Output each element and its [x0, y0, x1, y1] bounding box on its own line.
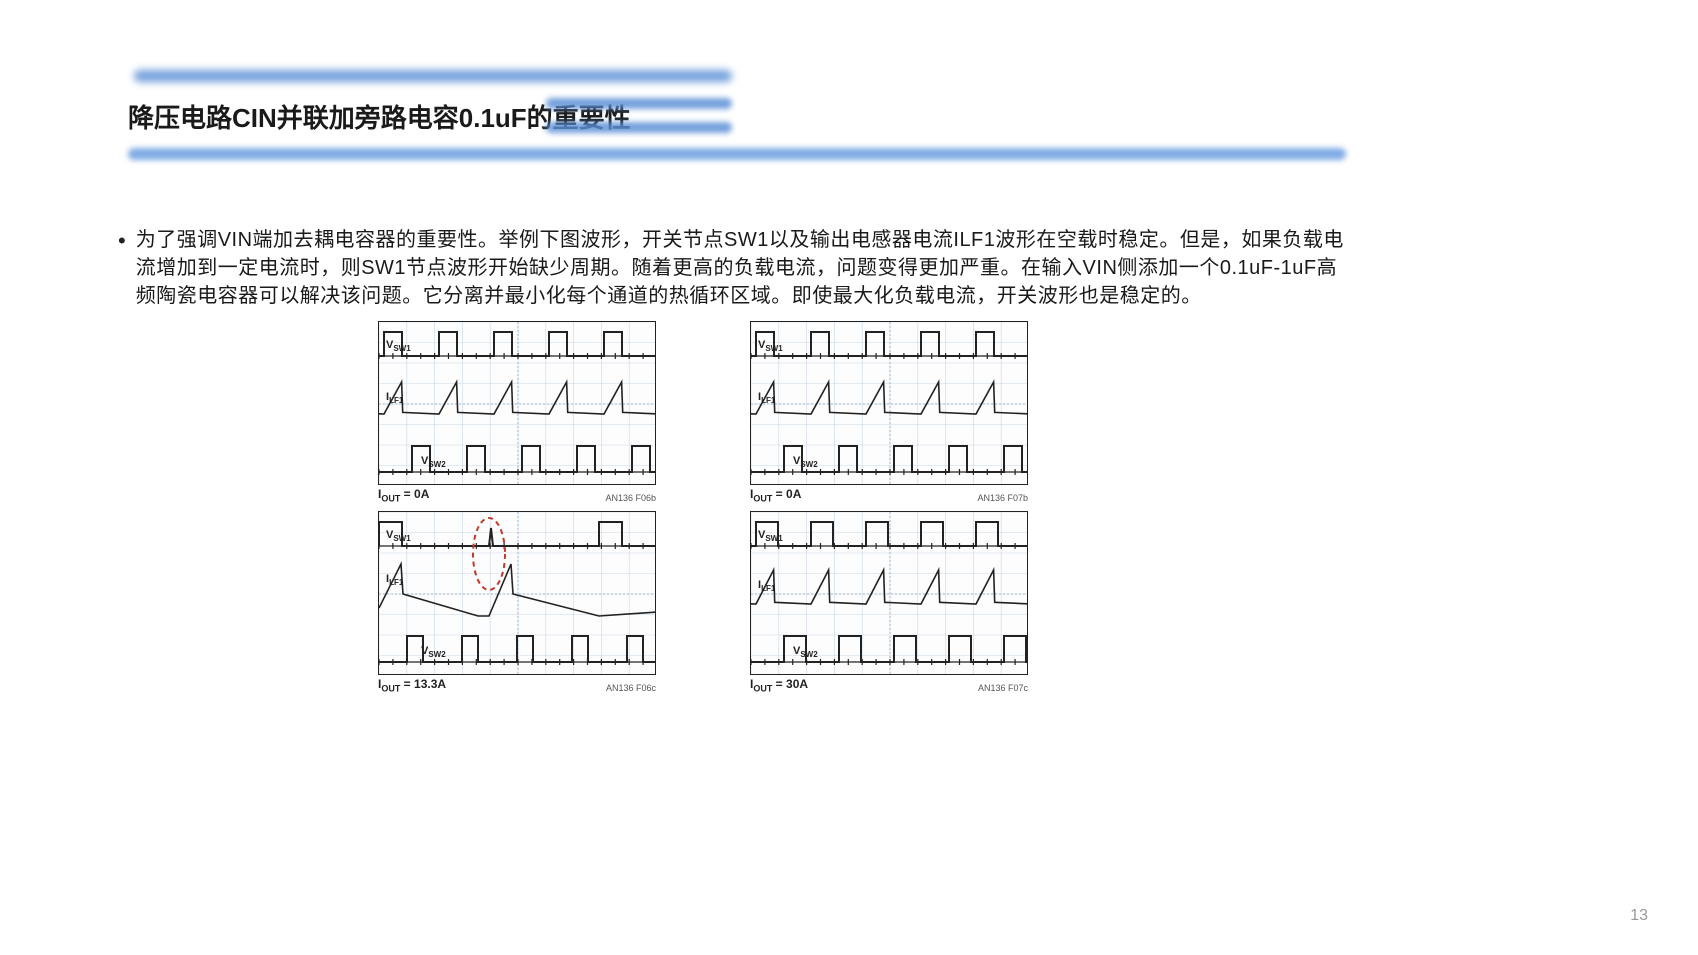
header-accent-bar-top	[134, 70, 732, 82]
svg-text:VSW1: VSW1	[386, 529, 411, 543]
figure-code: AN136 F07c	[978, 683, 1028, 693]
header-accent-bar-mid1	[546, 98, 732, 109]
svg-text:VSW1: VSW1	[386, 339, 411, 353]
scope-cell-bottom_right: VSW1 ILF1 VSW2 IOUT = 30A AN136 F07c	[750, 511, 1040, 701]
bullet-text: 为了强调VIN端加去耦电容器的重要性。举例下图波形，开关节点SW1以及输出电感器…	[136, 226, 1350, 310]
scope-caption: IOUT = 13.3A AN136 F06c	[378, 677, 656, 693]
iout-label: IOUT = 0A	[750, 487, 801, 503]
svg-text:VSW2: VSW2	[793, 455, 818, 469]
iout-label: IOUT = 0A	[378, 487, 429, 503]
scope-box: VSW1 ILF1 VSW2	[750, 511, 1028, 675]
svg-text:VSW2: VSW2	[421, 645, 446, 659]
iout-label: IOUT = 30A	[750, 677, 808, 693]
figure-code: AN136 F07b	[977, 493, 1028, 503]
bullet-paragraph: • 为了强调VIN端加去耦电容器的重要性。举例下图波形，开关节点SW1以及输出电…	[118, 226, 1350, 310]
svg-text:VSW2: VSW2	[421, 455, 446, 469]
iout-label: IOUT = 13.3A	[378, 677, 446, 693]
bullet-marker: •	[118, 228, 126, 254]
scope-caption: IOUT = 0A AN136 F07b	[750, 487, 1028, 503]
figure-code: AN136 F06b	[605, 493, 656, 503]
svg-text:VSW1: VSW1	[758, 529, 783, 543]
figure-code: AN136 F06c	[606, 683, 656, 693]
page-number: 13	[1630, 907, 1648, 925]
svg-text:VSW1: VSW1	[758, 339, 783, 353]
scope-caption: IOUT = 30A AN136 F07c	[750, 677, 1028, 693]
scope-box: VSW1 ILF1 VSW2	[750, 321, 1028, 485]
scope-cell-top_right: VSW1 ILF1 VSW2 IOUT = 0A AN136 F07b	[750, 321, 1040, 511]
scope-cell-bottom_left: VSW1 ILF1 VSW2 IOUT = 13.3A AN136 F06c	[378, 511, 668, 701]
oscilloscope-grid: VSW1 ILF1 VSW2 IOUT = 0A AN136 F06b VSW1…	[378, 321, 1040, 701]
scope-box: VSW1 ILF1 VSW2	[378, 321, 656, 485]
scope-cell-top_left: VSW1 ILF1 VSW2 IOUT = 0A AN136 F06b	[378, 321, 668, 511]
scope-box: VSW1 ILF1 VSW2	[378, 511, 656, 675]
header-accent-bar-mid2	[546, 122, 732, 133]
scope-caption: IOUT = 0A AN136 F06b	[378, 487, 656, 503]
svg-text:ILF1: ILF1	[758, 579, 776, 593]
header-underline-rule	[128, 148, 1346, 160]
